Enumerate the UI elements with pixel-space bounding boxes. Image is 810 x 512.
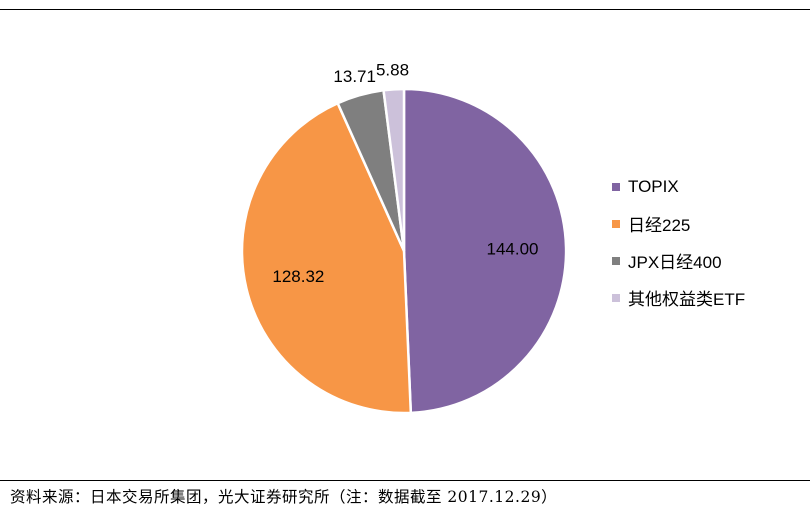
legend-swatch-other-etf bbox=[612, 293, 620, 302]
legend-item-nikkei225: 日经225 bbox=[612, 205, 745, 242]
bottom-rule bbox=[0, 480, 810, 481]
legend-item-other-etf: 其他权益类ETF bbox=[612, 279, 745, 316]
legend-label-nikkei225: 日经225 bbox=[628, 216, 691, 235]
pie-slices bbox=[240, 87, 568, 415]
source-note: 资料来源：日本交易所集团，光大证券研究所（注：数据截至 2017.12.29） bbox=[10, 488, 558, 506]
pie-slice-topix bbox=[402, 87, 568, 415]
legend-item-jpx400: JPX日经400 bbox=[612, 242, 745, 279]
legend-item-topix: TOPIX bbox=[612, 168, 745, 205]
pie-label-nikkei225: 128.32 bbox=[272, 267, 324, 286]
legend-swatch-jpx400 bbox=[612, 256, 620, 265]
pie-label-other-etf: 5.88 bbox=[376, 60, 409, 79]
pie-label-topix: 144.00 bbox=[487, 240, 539, 259]
pie-slice-nikkei225 bbox=[240, 101, 413, 415]
legend: TOPIX 日经225 JPX日经400 其他权益类ETF bbox=[612, 168, 745, 316]
legend-swatch-topix bbox=[612, 182, 620, 191]
pie-slice-other-etf bbox=[382, 87, 406, 252]
legend-label-topix: TOPIX bbox=[628, 176, 679, 196]
top-rule bbox=[0, 9, 810, 10]
pie-label-jpx400: 13.71 bbox=[333, 67, 376, 86]
legend-label-other-etf: 其他权益类ETF bbox=[628, 290, 746, 309]
legend-swatch-nikkei225 bbox=[612, 219, 620, 228]
legend-label-jpx400: JPX日经400 bbox=[628, 253, 722, 272]
pie-data-labels: 144.00 128.32 13.71 5.88 bbox=[272, 60, 539, 286]
pie-chart: 144.00 128.32 13.71 5.88 bbox=[240, 60, 568, 415]
